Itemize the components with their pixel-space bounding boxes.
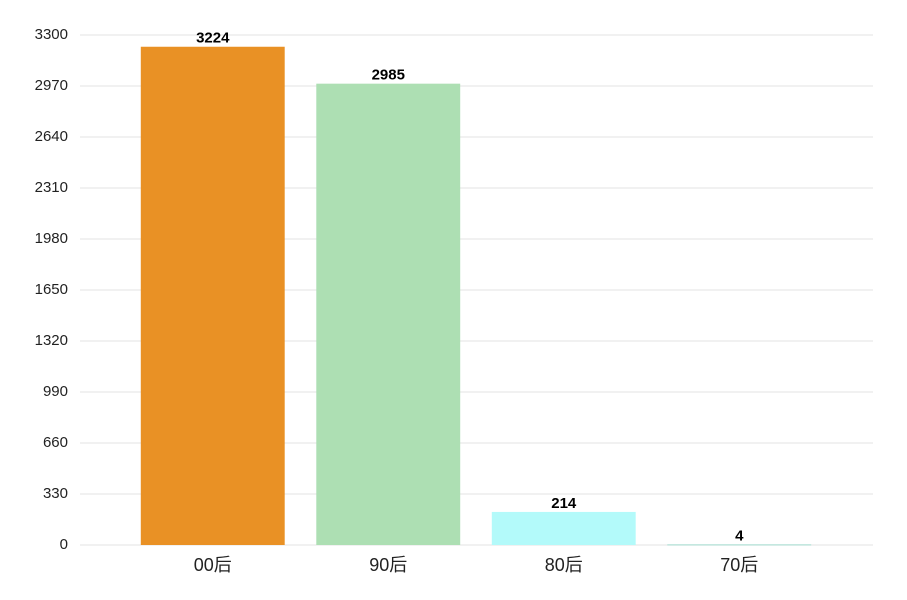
y-tick-label: 0 (60, 536, 68, 553)
bar (140, 46, 285, 545)
y-tick-label: 2970 (35, 77, 68, 94)
x-tick-label: 80后 (545, 555, 583, 575)
y-tick-label: 3300 (35, 26, 68, 43)
x-tick-label: 70后 (720, 555, 758, 575)
y-tick-label: 1320 (35, 332, 68, 349)
bar (491, 511, 636, 545)
x-tick-label: 00后 (194, 555, 232, 575)
y-tick-label: 2640 (35, 128, 68, 145)
value-label: 214 (551, 495, 577, 512)
y-tick-label: 990 (43, 383, 68, 400)
y-tick-label: 330 (43, 485, 68, 502)
value-label: 3224 (196, 30, 230, 47)
y-tick-label: 1980 (35, 230, 68, 247)
y-tick-label: 660 (43, 434, 68, 451)
x-tick-label: 90后 (369, 555, 407, 575)
y-tick-label: 2310 (35, 179, 68, 196)
value-label: 4 (735, 527, 744, 544)
y-tick-label: 1650 (35, 281, 68, 298)
value-label: 2985 (372, 67, 405, 84)
bar (316, 83, 461, 545)
bar (667, 544, 812, 546)
